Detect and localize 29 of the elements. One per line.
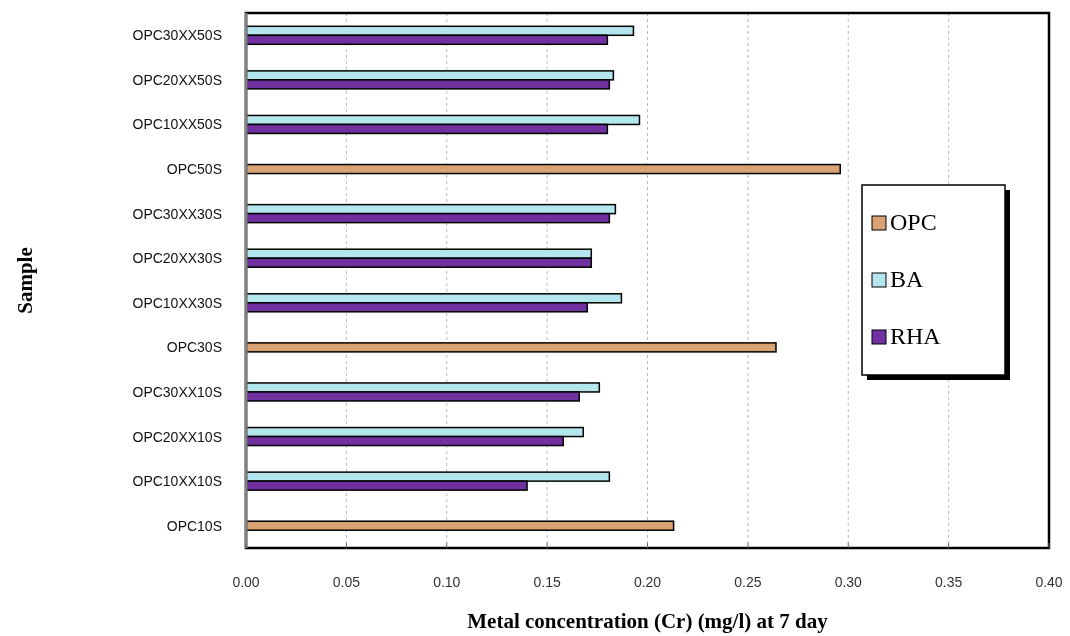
- y-tick-label: OPC30S: [166, 339, 222, 356]
- y-tick-label: OPC10S: [166, 517, 222, 534]
- x-tick-label: 0.00: [232, 574, 260, 590]
- legend-label: RHA: [890, 323, 942, 349]
- y-tick-label: OPC20XX30S: [132, 250, 222, 267]
- y-axis-title: Sample: [13, 247, 37, 314]
- y-tick-label: OPC50S: [166, 161, 222, 178]
- y-tick-label: OPC20XX10S: [132, 428, 222, 445]
- x-tick-label: 0.20: [633, 574, 662, 590]
- x-tick-label: 0.40: [1035, 574, 1063, 590]
- legend-label: OPC: [890, 209, 937, 235]
- y-tick-label: OPC20XX50S: [132, 71, 222, 88]
- x-tick-label: 0.10: [433, 574, 461, 590]
- x-tick-label: 0.25: [734, 574, 762, 590]
- y-tick-label: OPC10XX10S: [132, 473, 222, 490]
- x-axis-title: Metal concentration (Cr) (mg/l) at 7 day: [467, 609, 829, 633]
- y-tick-label: OPC10XX30S: [132, 294, 222, 311]
- x-tick-label: 0.05: [332, 574, 361, 590]
- bar: [245, 163, 841, 175]
- legend-label: BA: [890, 266, 925, 292]
- y-tick-label: OPC10XX50S: [132, 116, 222, 133]
- x-tick-label: 0.30: [834, 574, 863, 590]
- bar: [245, 520, 675, 531]
- x-tick-label: 0.15: [533, 574, 561, 590]
- y-tick-label: OPC30XX10S: [132, 383, 222, 400]
- x-tick-label: 0.35: [935, 574, 963, 590]
- y-tick-label: OPC30XX30S: [132, 205, 222, 222]
- y-tick-label: OPC30XX50S: [132, 27, 222, 44]
- bar: [245, 342, 777, 353]
